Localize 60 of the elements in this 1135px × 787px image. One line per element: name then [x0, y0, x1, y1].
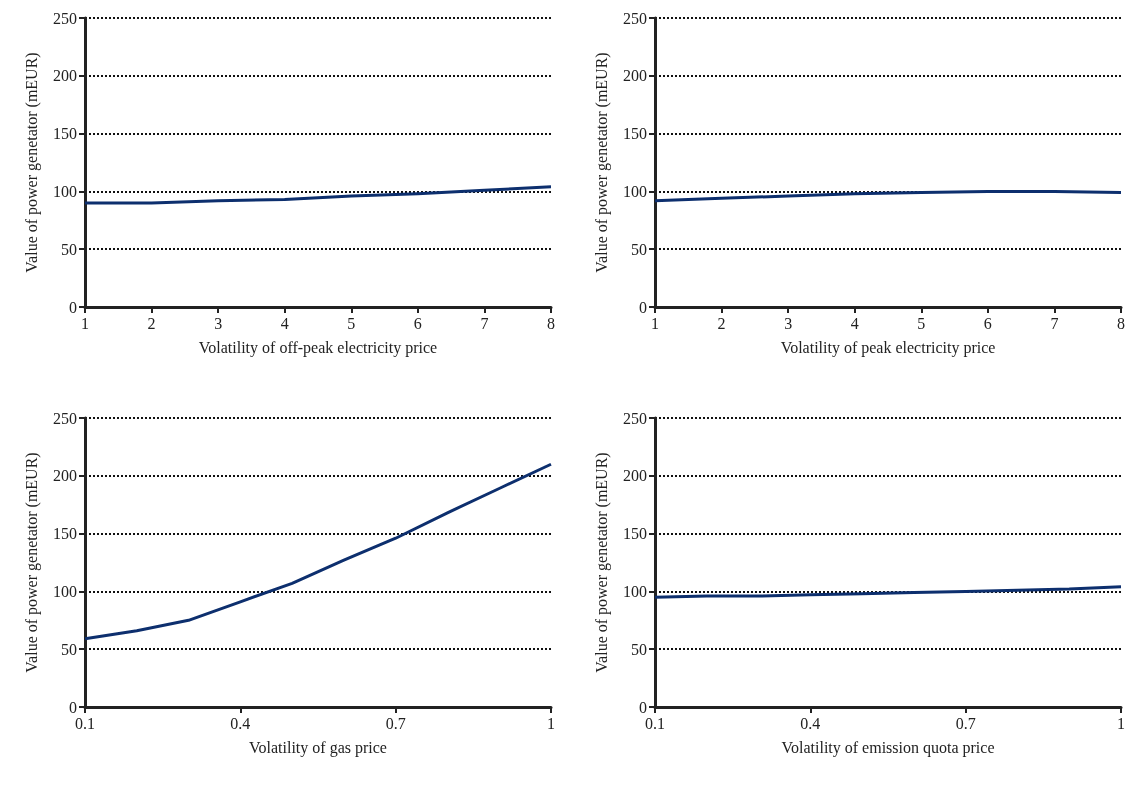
x-axis-title: Volatility of peak electricity price	[780, 338, 996, 357]
y-tick-label: 0	[69, 698, 77, 716]
x-tick-label: 6	[983, 314, 992, 332]
x-tick-label: 1	[547, 714, 555, 732]
x-tick-label: 4	[280, 314, 289, 332]
x-tick-label: 4	[850, 314, 859, 332]
x-tick-label: 8	[547, 314, 555, 332]
y-axis-title: Value of power genetator (mEUR)	[592, 52, 611, 273]
x-tick-label: 0.4	[230, 714, 251, 732]
y-tick-label: 150	[623, 125, 647, 143]
y-tick-label: 250	[623, 9, 647, 27]
x-tick-label: 0.7	[955, 714, 976, 732]
y-axis-title: Value of power genetator (mEUR)	[592, 452, 611, 673]
x-tick-label: 0.1	[75, 714, 95, 732]
x-tick-label: 1	[1117, 714, 1125, 732]
x-tick-label: 0.7	[385, 714, 406, 732]
y-tick-label: 150	[53, 525, 77, 543]
y-axis-title: Value of power genetator (mEUR)	[22, 52, 41, 273]
y-tick-label: 200	[53, 67, 77, 85]
x-tick-label: 3	[214, 314, 223, 332]
y-tick-label: 100	[623, 582, 647, 600]
x-tick-label: 0.4	[800, 714, 821, 732]
x-axis-title: Volatility of off-peak electricity price	[198, 338, 438, 357]
y-tick-label: 0	[69, 298, 77, 316]
y-tick-label: 200	[623, 467, 647, 485]
y-tick-label: 150	[623, 525, 647, 543]
line-series	[653, 189, 1123, 203]
line-series	[83, 462, 553, 641]
y-tick-label: 150	[53, 125, 77, 143]
x-tick-label: 8	[1117, 314, 1125, 332]
line-series	[653, 585, 1123, 599]
x-axis-title: Volatility of gas price	[249, 738, 387, 757]
x-tick-label: 3	[784, 314, 793, 332]
x-tick-label: 2	[147, 314, 156, 332]
y-axis-title: Value of power genetator (mEUR)	[22, 452, 41, 673]
y-tick-label: 200	[623, 67, 647, 85]
x-tick-label: 1	[651, 314, 659, 332]
y-tick-label: 100	[623, 182, 647, 200]
x-tick-label: 5	[347, 314, 356, 332]
x-axis-title: Volatility of emission quota price	[781, 738, 995, 757]
x-tick-label: 0.1	[645, 714, 665, 732]
y-tick-label: 250	[623, 409, 647, 427]
y-tick-label: 50	[631, 240, 647, 258]
y-tick-label: 250	[53, 9, 77, 27]
x-tick-label: 6	[413, 314, 422, 332]
y-tick-label: 250	[53, 409, 77, 427]
y-tick-label: 200	[53, 467, 77, 485]
y-tick-label: 100	[53, 582, 77, 600]
y-tick-label: 0	[639, 298, 647, 316]
y-tick-label: 100	[53, 182, 77, 200]
y-tick-label: 50	[631, 640, 647, 658]
x-tick-label: 5	[917, 314, 926, 332]
x-tick-label: 7	[480, 314, 489, 332]
y-tick-label: 50	[61, 640, 77, 658]
x-tick-label: 1	[81, 314, 89, 332]
line-series	[83, 185, 553, 205]
x-tick-label: 7	[1050, 314, 1059, 332]
y-tick-label: 0	[639, 698, 647, 716]
x-tick-label: 2	[717, 314, 726, 332]
y-tick-label: 50	[61, 240, 77, 258]
